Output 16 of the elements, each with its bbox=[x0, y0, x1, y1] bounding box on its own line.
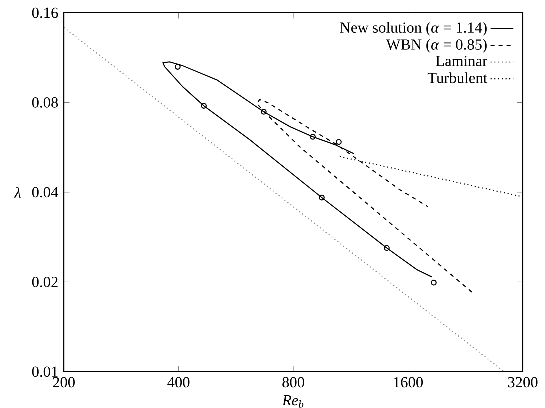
x-tick-label: 3200 bbox=[508, 377, 538, 388]
legend-label: WBN (α = 0.85) bbox=[386, 39, 487, 54]
x-tick-label: 800 bbox=[282, 377, 304, 388]
y-tick-label: 0.04 bbox=[32, 187, 58, 198]
y-axis-title: λ bbox=[14, 187, 21, 198]
x-tick-label: 400 bbox=[168, 377, 190, 388]
y-tick-label: 0.08 bbox=[32, 98, 58, 108]
x-tick-label: 200 bbox=[53, 377, 75, 388]
legend-label: Laminar bbox=[436, 56, 488, 66]
y-tick-label: 0.01 bbox=[32, 366, 58, 378]
x-tick-label: 1600 bbox=[394, 377, 424, 388]
legend-label: Turbulent bbox=[428, 72, 488, 84]
legend-label: New solution (α = 1.14) bbox=[340, 22, 487, 36]
y-tick-label: 0.16 bbox=[32, 8, 58, 18]
x-axis-title: Re$_{b}$ bbox=[282, 396, 304, 408]
y-tick-label: 0.02 bbox=[32, 277, 58, 288]
